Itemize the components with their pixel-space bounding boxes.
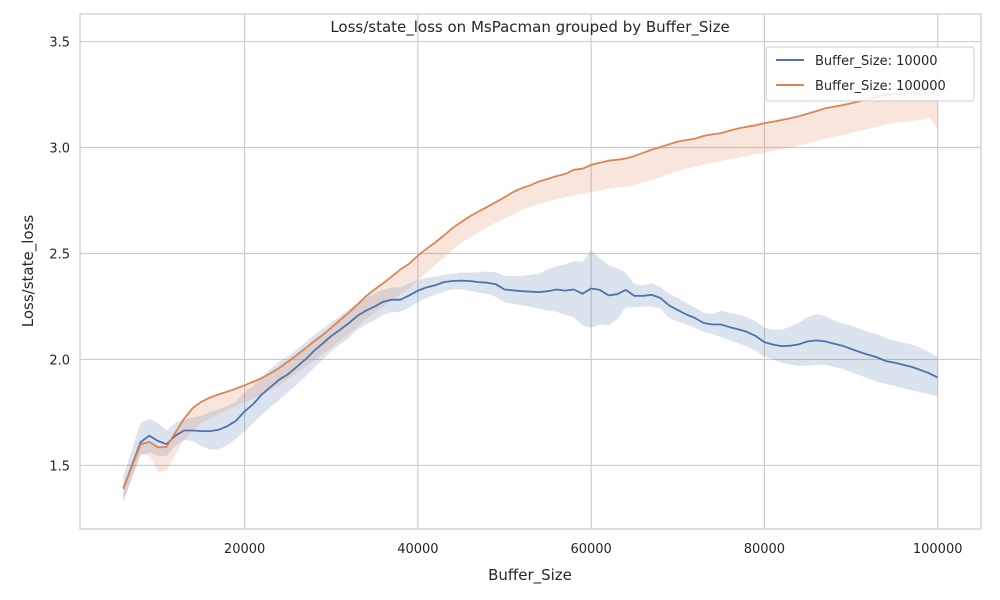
series-lines [122, 83, 939, 490]
x-tick-label: 20000 [224, 542, 265, 557]
chart-title: Loss/state_loss on MsPacman grouped by B… [330, 18, 729, 37]
y-tick-label: 3.0 [49, 142, 70, 157]
y-axis-label: Loss/state_loss [19, 215, 38, 328]
x-tick-label: 40000 [397, 542, 438, 557]
y-tick-label: 2.0 [49, 353, 70, 368]
y-tick-label: 3.5 [49, 36, 70, 51]
grid [80, 14, 981, 529]
series-line-1 [122, 83, 939, 490]
x-tick-label: 100000 [913, 542, 963, 557]
x-tick-label: 60000 [570, 542, 611, 557]
plot-frame [79, 13, 982, 530]
x-axis-label: Buffer_Size [488, 566, 572, 585]
x-tick-labels: 20000 40000 60000 80000 100000 [224, 542, 963, 557]
y-tick-labels: 1.5 2.0 2.5 3.0 3.5 [49, 36, 70, 475]
y-tick-label: 2.5 [49, 247, 70, 262]
x-tick-label: 80000 [744, 542, 785, 557]
legend: Buffer_Size: 10000 Buffer_Size: 100000 [765, 46, 975, 102]
y-tick-label: 1.5 [49, 459, 70, 474]
series-line-0 [122, 279, 939, 490]
legend-label-buffer-10000: Buffer_Size: 10000 [815, 54, 938, 69]
confidence-band-series-1 [123, 83, 938, 502]
legend-box [765, 46, 975, 102]
legend-label-buffer-100000: Buffer_Size: 100000 [815, 79, 946, 94]
